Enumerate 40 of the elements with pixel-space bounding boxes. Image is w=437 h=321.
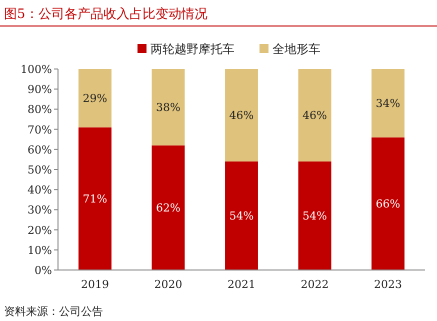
bar [225,69,258,162]
data-label: 62% [156,202,180,215]
y-tick-label: 80% [28,103,52,116]
bar [225,161,258,270]
data-label: 29% [82,92,108,106]
y-tick-label: 50% [28,164,52,176]
bar [298,69,332,162]
bar [372,69,404,138]
bar [152,145,185,270]
data-label: 66% [376,198,400,211]
x-tick-label: 2021 [228,278,256,291]
y-tick-label: 10% [28,244,52,257]
text: 资料来源：公司公告 [4,305,103,318]
data-label: 46% [302,109,327,122]
y-tick-label: 30% [28,204,52,217]
data-label: 34% [376,97,400,110]
y-tick-label: 40% [28,184,52,197]
data-label: 54% [302,210,327,223]
y-tick-label: 60% [28,143,52,156]
legend-label: 两轮越野摩托车 [150,42,234,56]
legend-label: 全地形车 [272,42,320,56]
y-tick-label: 70% [28,123,52,136]
data-label: 54% [229,210,254,223]
x-tick-label: 2020 [154,278,182,291]
y-tick-label: 90% [28,83,52,96]
x-tick-label: 2019 [80,278,109,291]
chart-title: 图5：公司各产品收入占比变动情况 [4,7,208,22]
data-label: 46% [229,109,254,122]
data-label: 38% [156,101,180,114]
x-tick-label: 2023 [374,278,402,291]
y-tick-label: 0% [34,264,52,277]
y-tick-label: 100% [20,63,52,76]
bar [78,127,112,270]
bar [372,137,404,270]
data-label: 71% [82,192,108,206]
y-tick-label: 20% [28,224,52,237]
bar [152,69,185,146]
x-tick-label: 2022 [300,278,329,291]
bar [298,161,332,270]
bar [78,69,112,128]
